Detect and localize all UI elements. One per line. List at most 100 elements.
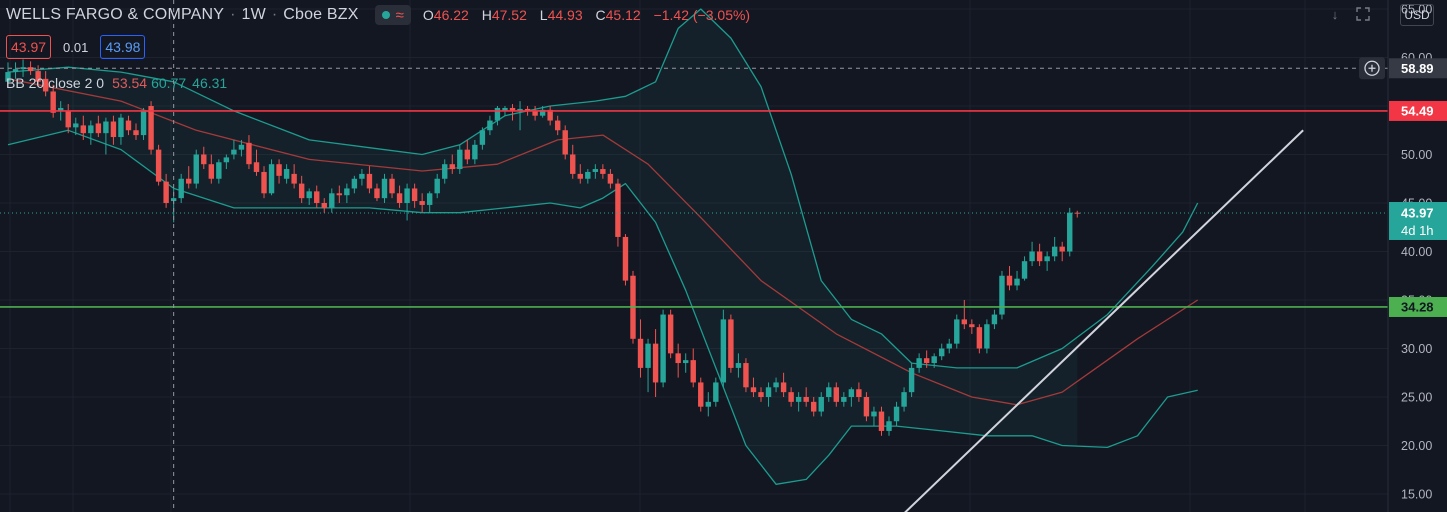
candle (615, 178, 621, 247)
candle (893, 401, 900, 427)
candle (426, 191, 433, 213)
bb-band-fill (8, 9, 1078, 485)
candle (103, 117, 109, 155)
candle (344, 183, 350, 203)
candle (479, 127, 486, 150)
y-tick-label: 20.00 (1401, 439, 1432, 453)
candle-body (479, 130, 486, 145)
currency-selector[interactable]: USD (1400, 4, 1434, 26)
crosshair-price-label: 58.89 (1401, 61, 1434, 76)
candle-body (5, 72, 11, 82)
candle-body (261, 171, 267, 194)
candle-body (946, 343, 952, 349)
candle (539, 106, 546, 118)
candle-body (690, 360, 696, 383)
open-value: 46.22 (433, 7, 469, 23)
candle-body (803, 397, 809, 402)
candle-body (517, 108, 523, 111)
candle (80, 115, 86, 140)
candle (848, 387, 855, 407)
candle-body (833, 387, 839, 402)
approx-wave-icon[interactable]: ≈ (395, 6, 404, 24)
candle (916, 353, 922, 373)
add-alert-button[interactable] (1359, 57, 1385, 80)
arrow-down-icon[interactable]: ↓ (1331, 6, 1339, 22)
candle-body (547, 109, 553, 121)
candle-body (554, 120, 561, 131)
candle (20, 59, 26, 77)
candle-body (442, 164, 448, 179)
candle (954, 314, 960, 349)
exchange-label[interactable]: Cboe BZX (283, 6, 359, 23)
candle-body (645, 343, 651, 368)
eye-dot-icon[interactable] (381, 11, 390, 19)
candle-body (351, 178, 358, 189)
candle-body (811, 401, 817, 412)
candle-body (268, 164, 275, 194)
candle-body (238, 144, 245, 150)
buy-price-button[interactable]: 43.98 (100, 35, 146, 59)
y-tick-label: 50.00 (1401, 148, 1432, 162)
candle-body (675, 353, 681, 364)
candle (622, 234, 629, 286)
candle (178, 173, 184, 203)
candle-body (592, 169, 599, 172)
candle-body (253, 162, 260, 172)
candle-body (306, 191, 312, 199)
bb-upper-value: 60.77 (151, 75, 187, 91)
candle-body (35, 71, 41, 82)
candle (773, 377, 779, 393)
candle-body (509, 107, 516, 111)
candle (434, 173, 440, 199)
candle-body (735, 363, 742, 368)
candle (931, 353, 937, 368)
candle-body (863, 397, 870, 417)
candle-body (1021, 261, 1028, 279)
candle (186, 166, 192, 189)
candle-body (80, 125, 86, 134)
last-price-label: 43.97 (1401, 205, 1434, 220)
trendline (904, 129, 1304, 512)
candle-body (246, 142, 252, 165)
candle (946, 338, 952, 354)
bb-upper-line (7, 8, 1199, 369)
candle (374, 183, 380, 202)
candle-body (607, 173, 614, 184)
candle (841, 392, 847, 407)
last-price-label-countdown: 4d 1h (1401, 223, 1434, 238)
candle (570, 144, 576, 179)
candle-body (1014, 278, 1020, 286)
candle (457, 144, 463, 174)
interval-label[interactable]: 1W (241, 6, 266, 23)
candle (720, 309, 727, 388)
candle (1021, 256, 1028, 281)
candle-body (389, 178, 395, 194)
candle (833, 382, 839, 407)
candle-body (1051, 246, 1058, 257)
candle (88, 120, 94, 145)
candle-body (1044, 256, 1050, 262)
candle-body (1074, 212, 1080, 214)
indicator-legend[interactable]: BB 20 close 2 0 53.54 60.77 46.31 (6, 75, 227, 91)
candle-body (893, 406, 900, 422)
candle (125, 115, 132, 136)
candle-body (65, 110, 71, 128)
high-label: H (481, 7, 492, 23)
candle (780, 372, 787, 397)
fullscreen-icon[interactable] (1353, 4, 1373, 24)
candle-body (148, 106, 154, 150)
low-label: L (539, 7, 548, 23)
candle (329, 188, 335, 213)
candle-body (848, 389, 855, 397)
candle-body (1006, 275, 1013, 286)
candle-body (298, 183, 305, 199)
candle (562, 125, 568, 160)
indicator-name[interactable]: BB 20 close 2 0 (6, 75, 105, 91)
candle (976, 324, 983, 354)
symbol-title[interactable]: WELLS FARGO & COMPANY (6, 6, 225, 23)
candle (803, 387, 809, 407)
price-axis-bg (1388, 0, 1447, 512)
sell-price-button[interactable]: 43.97 (6, 35, 52, 59)
visibility-toggle[interactable]: ≈ (374, 5, 411, 25)
